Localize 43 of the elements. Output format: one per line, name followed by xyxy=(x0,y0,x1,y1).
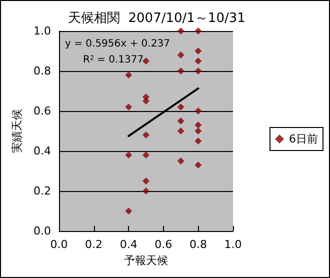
point xyxy=(142,178,150,184)
y-tick-label: 1.0 xyxy=(34,24,51,38)
point xyxy=(142,152,150,158)
chart-title: 天候相関 2007/10/1～10/31 xyxy=(68,11,246,26)
x-tick-label: 1.0 xyxy=(224,238,242,251)
point xyxy=(177,104,184,110)
x-tick-label: 0.4 xyxy=(120,238,138,251)
x-tick-label: 0.6 xyxy=(154,238,172,251)
x-axis-title: 予報天候 xyxy=(124,254,168,267)
y-tick-label: 0.8 xyxy=(34,64,51,78)
x-tick-label: 0.8 xyxy=(189,238,207,251)
x-tick-label: 0.2 xyxy=(85,238,103,251)
point xyxy=(177,52,184,58)
y-tick-label: 0.0 xyxy=(34,224,51,238)
point xyxy=(177,68,184,74)
point xyxy=(177,128,184,134)
point xyxy=(194,138,202,144)
y-axis-title: 実績天候 xyxy=(10,109,24,153)
point xyxy=(125,72,132,78)
point xyxy=(177,158,184,164)
point xyxy=(125,208,132,214)
point xyxy=(194,58,202,64)
point xyxy=(194,162,202,168)
y-tick-label: 0.4 xyxy=(34,144,51,158)
point xyxy=(142,188,150,194)
y-tick-label: 0.6 xyxy=(34,104,51,118)
point xyxy=(177,118,184,124)
y-tick-label: 0.2 xyxy=(34,184,51,198)
annotation: y = 0.5956x + 0.237 xyxy=(65,38,170,50)
point xyxy=(194,128,202,134)
point xyxy=(194,122,202,128)
point xyxy=(142,98,150,104)
point xyxy=(125,152,132,158)
point xyxy=(125,104,132,110)
x-tick-label: 0.0 xyxy=(50,238,68,251)
point xyxy=(194,28,202,34)
point xyxy=(194,108,202,114)
point xyxy=(142,132,150,138)
point xyxy=(177,28,184,34)
legend-label: 6日前 xyxy=(289,132,318,146)
point xyxy=(194,48,202,54)
point xyxy=(194,68,202,74)
point xyxy=(142,58,150,64)
